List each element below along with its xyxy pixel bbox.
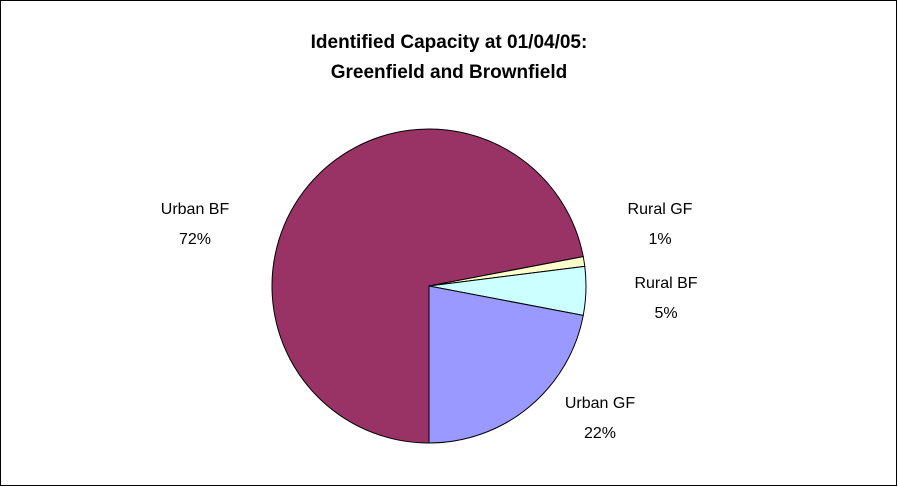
slice-value-label: 5%: [654, 305, 677, 322]
slice-value-label: 72%: [179, 231, 211, 248]
slice-label: Urban GF: [565, 395, 635, 412]
pie-slice: [428, 285, 584, 444]
slice-value-label: 22%: [584, 425, 616, 442]
pie-slice: [271, 128, 584, 444]
chart-title: Identified Capacity at 01/04/05:: [311, 32, 588, 53]
slice-label: Rural GF: [628, 201, 693, 218]
slice-label: Rural BF: [634, 275, 697, 292]
slice-label: Urban BF: [161, 201, 230, 218]
slice-value-label: 1%: [648, 231, 671, 248]
chart-title: Greenfield and Brownfield: [331, 62, 567, 83]
